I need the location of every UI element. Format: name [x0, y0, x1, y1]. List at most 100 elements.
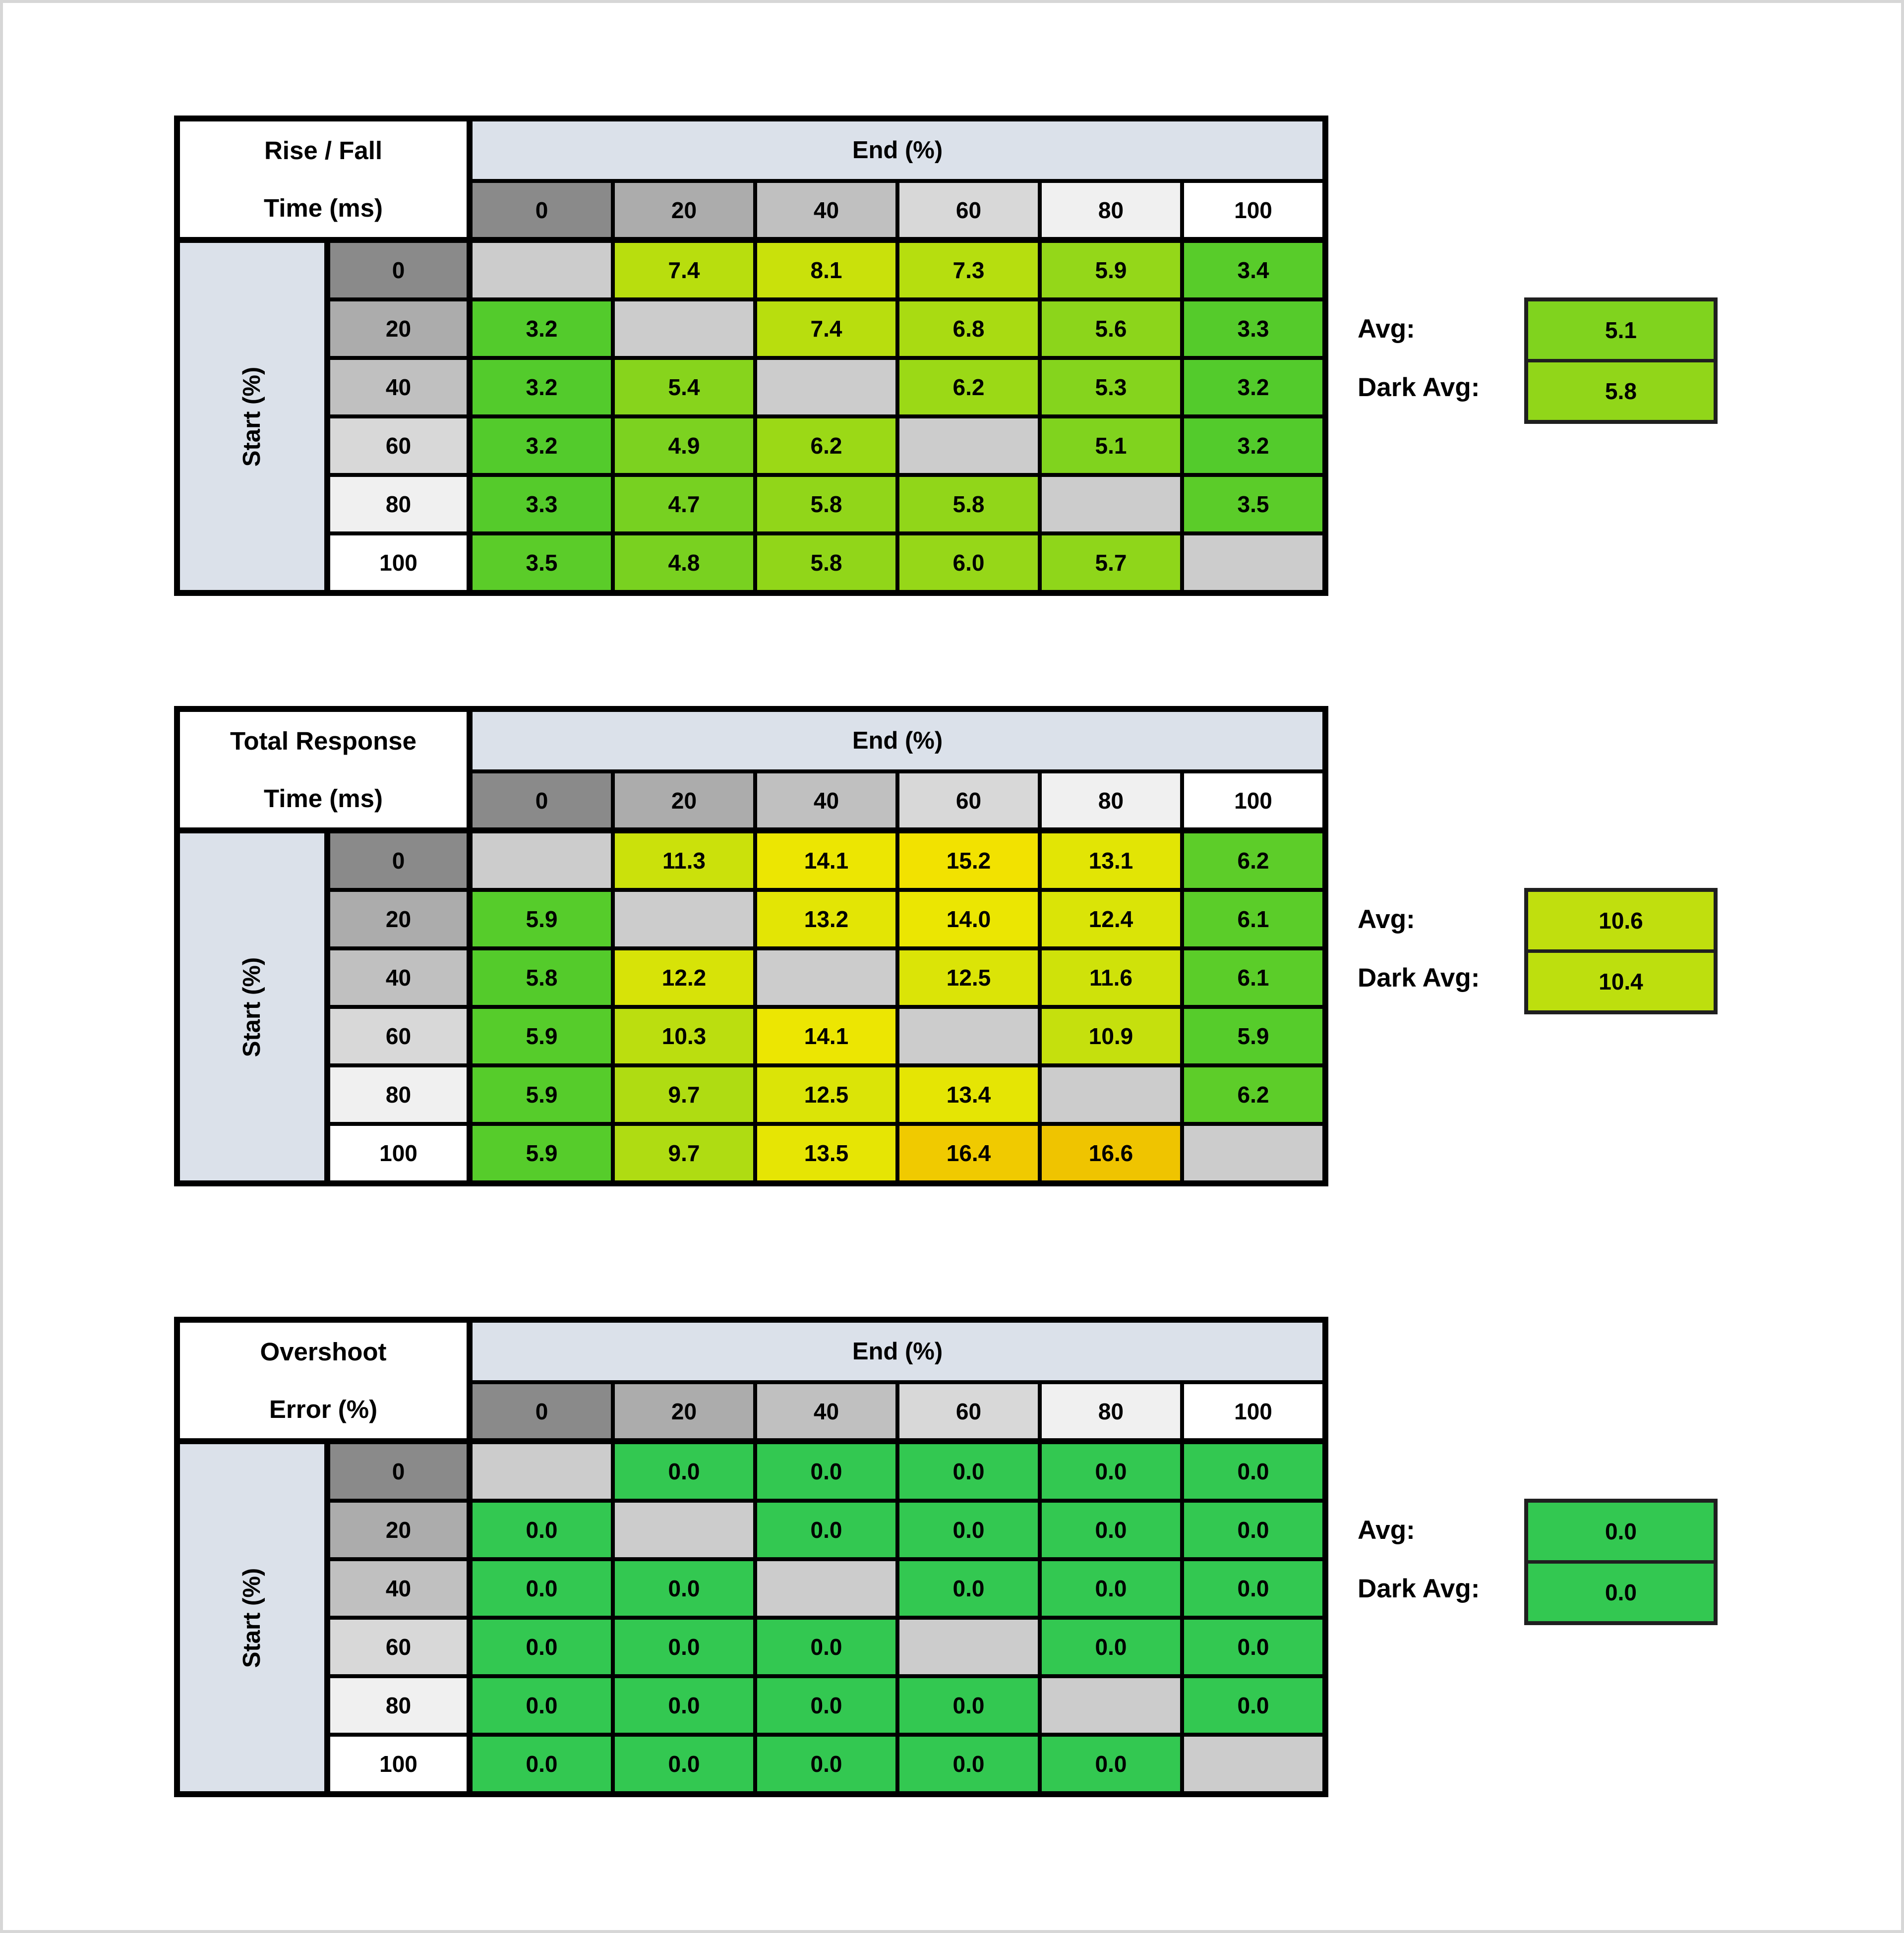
- value-cell[interactable]: 5.9: [471, 890, 613, 948]
- value-cell[interactable]: 0.0: [1182, 1501, 1324, 1559]
- value-cell[interactable]: 6.8: [897, 299, 1040, 358]
- value-cell[interactable]: 0.0: [897, 1442, 1040, 1501]
- end-header-cell[interactable]: 20: [613, 1382, 755, 1442]
- value-cell[interactable]: 0.0: [755, 1501, 897, 1559]
- value-cell[interactable]: 10.3: [613, 1007, 755, 1065]
- diagonal-cell[interactable]: [755, 1559, 897, 1618]
- value-cell[interactable]: 0.0: [471, 1501, 613, 1559]
- diagonal-cell[interactable]: [897, 416, 1040, 475]
- dark-avg-value[interactable]: 0.0: [1528, 1564, 1714, 1621]
- start-header-cell[interactable]: 60: [328, 416, 471, 475]
- value-cell[interactable]: 0.0: [471, 1559, 613, 1618]
- diagonal-cell[interactable]: [755, 948, 897, 1007]
- value-cell[interactable]: 6.1: [1182, 948, 1324, 1007]
- value-cell[interactable]: 5.8: [471, 948, 613, 1007]
- start-header-cell[interactable]: 80: [328, 1065, 471, 1124]
- start-axis-label-cell[interactable]: Start (%): [178, 241, 328, 592]
- value-cell[interactable]: 3.5: [1182, 475, 1324, 533]
- value-cell[interactable]: 0.0: [755, 1442, 897, 1501]
- value-cell[interactable]: 8.1: [755, 241, 897, 299]
- value-cell[interactable]: 3.2: [471, 416, 613, 475]
- rise-fall-title-cell[interactable]: Rise / Fall Time (ms): [178, 119, 471, 241]
- start-header-cell[interactable]: 0: [328, 241, 471, 299]
- value-cell[interactable]: 0.0: [755, 1618, 897, 1676]
- end-header-cell[interactable]: 20: [613, 771, 755, 831]
- value-cell[interactable]: 0.0: [471, 1618, 613, 1676]
- end-header-cell[interactable]: 100: [1182, 181, 1324, 241]
- value-cell[interactable]: 6.2: [755, 416, 897, 475]
- end-header-cell[interactable]: 100: [1182, 1382, 1324, 1442]
- value-cell[interactable]: 12.2: [613, 948, 755, 1007]
- diagonal-cell[interactable]: [755, 358, 897, 416]
- diagonal-cell[interactable]: [471, 1442, 613, 1501]
- value-cell[interactable]: 4.7: [613, 475, 755, 533]
- end-header-cell[interactable]: 80: [1040, 181, 1182, 241]
- start-header-cell[interactable]: 0: [328, 831, 471, 890]
- avg-value[interactable]: 10.6: [1528, 892, 1714, 953]
- value-cell[interactable]: 0.0: [897, 1735, 1040, 1793]
- value-cell[interactable]: 5.9: [471, 1065, 613, 1124]
- end-header-cell[interactable]: 40: [755, 181, 897, 241]
- value-cell[interactable]: 12.4: [1040, 890, 1182, 948]
- value-cell[interactable]: 6.0: [897, 533, 1040, 592]
- end-axis-label[interactable]: End (%): [471, 119, 1324, 181]
- value-cell[interactable]: 15.2: [897, 831, 1040, 890]
- avg-value[interactable]: 0.0: [1528, 1503, 1714, 1564]
- diagonal-cell[interactable]: [613, 890, 755, 948]
- start-header-cell[interactable]: 20: [328, 299, 471, 358]
- value-cell[interactable]: 6.1: [1182, 890, 1324, 948]
- dark-avg-value[interactable]: 10.4: [1528, 953, 1714, 1010]
- end-header-cell[interactable]: 40: [755, 771, 897, 831]
- start-header-cell[interactable]: 80: [328, 1676, 471, 1735]
- start-header-cell[interactable]: 40: [328, 948, 471, 1007]
- start-header-cell[interactable]: 80: [328, 475, 471, 533]
- start-header-cell[interactable]: 100: [328, 533, 471, 592]
- value-cell[interactable]: 7.4: [755, 299, 897, 358]
- start-header-cell[interactable]: 0: [328, 1442, 471, 1501]
- value-cell[interactable]: 7.3: [897, 241, 1040, 299]
- end-header-cell[interactable]: 40: [755, 1382, 897, 1442]
- start-header-cell[interactable]: 40: [328, 1559, 471, 1618]
- value-cell[interactable]: 0.0: [613, 1442, 755, 1501]
- value-cell[interactable]: 12.5: [755, 1065, 897, 1124]
- start-header-cell[interactable]: 20: [328, 1501, 471, 1559]
- diagonal-cell[interactable]: [897, 1007, 1040, 1065]
- diagonal-cell[interactable]: [1040, 475, 1182, 533]
- value-cell[interactable]: 11.6: [1040, 948, 1182, 1007]
- start-header-cell[interactable]: 100: [328, 1735, 471, 1793]
- value-cell[interactable]: 0.0: [613, 1676, 755, 1735]
- diagonal-cell[interactable]: [471, 241, 613, 299]
- diagonal-cell[interactable]: [897, 1618, 1040, 1676]
- end-header-cell[interactable]: 80: [1040, 1382, 1182, 1442]
- value-cell[interactable]: 0.0: [897, 1559, 1040, 1618]
- value-cell[interactable]: 0.0: [1040, 1559, 1182, 1618]
- value-cell[interactable]: 5.9: [471, 1124, 613, 1182]
- diagonal-cell[interactable]: [1182, 1124, 1324, 1182]
- value-cell[interactable]: 12.5: [897, 948, 1040, 1007]
- value-cell[interactable]: 0.0: [471, 1735, 613, 1793]
- value-cell[interactable]: 13.4: [897, 1065, 1040, 1124]
- value-cell[interactable]: 0.0: [897, 1501, 1040, 1559]
- value-cell[interactable]: 0.0: [613, 1735, 755, 1793]
- start-header-cell[interactable]: 100: [328, 1124, 471, 1182]
- value-cell[interactable]: 6.2: [1182, 1065, 1324, 1124]
- diagonal-cell[interactable]: [1182, 1735, 1324, 1793]
- start-header-cell[interactable]: 20: [328, 890, 471, 948]
- value-cell[interactable]: 0.0: [755, 1676, 897, 1735]
- value-cell[interactable]: 6.2: [897, 358, 1040, 416]
- value-cell[interactable]: 0.0: [897, 1676, 1040, 1735]
- value-cell[interactable]: 4.8: [613, 533, 755, 592]
- value-cell[interactable]: 5.9: [471, 1007, 613, 1065]
- value-cell[interactable]: 10.9: [1040, 1007, 1182, 1065]
- value-cell[interactable]: 5.8: [755, 533, 897, 592]
- value-cell[interactable]: 5.7: [1040, 533, 1182, 592]
- value-cell[interactable]: 3.5: [471, 533, 613, 592]
- value-cell[interactable]: 3.3: [471, 475, 613, 533]
- value-cell[interactable]: 3.2: [1182, 416, 1324, 475]
- value-cell[interactable]: 3.2: [471, 299, 613, 358]
- end-header-cell[interactable]: 100: [1182, 771, 1324, 831]
- end-header-cell[interactable]: 60: [897, 1382, 1040, 1442]
- start-header-cell[interactable]: 60: [328, 1007, 471, 1065]
- value-cell[interactable]: 0.0: [1040, 1735, 1182, 1793]
- end-header-cell[interactable]: 0: [471, 1382, 613, 1442]
